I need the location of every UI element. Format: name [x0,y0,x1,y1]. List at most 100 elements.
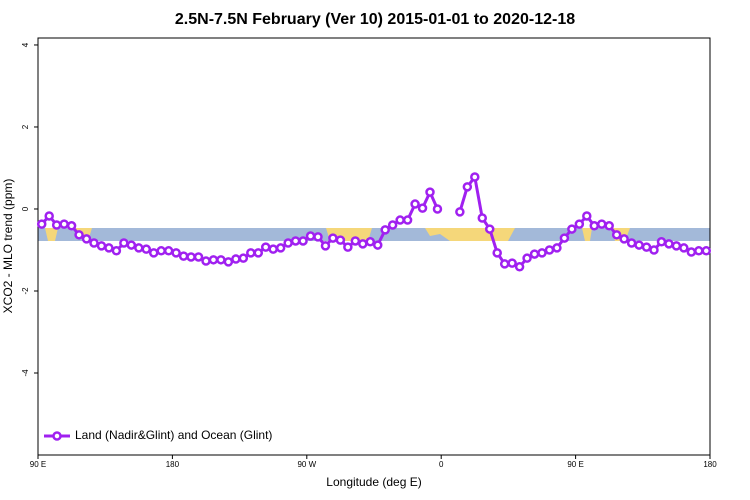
data-point [59,219,69,229]
data-point [126,240,137,250]
data-point [582,211,592,221]
data-point [253,248,264,258]
y-axis-label: XCO2 - MLO trend (ppm) [1,179,15,314]
data-point [611,230,622,240]
data-point [246,248,256,258]
data-point [664,239,674,249]
data-point [186,252,196,262]
land-patch [45,228,58,241]
x-tick-label: 0 [439,460,444,469]
data-point [656,237,667,247]
data-point [596,219,607,229]
data-point [89,238,99,248]
data-point [544,245,555,255]
data-point [574,219,585,229]
ocean-band [38,228,710,241]
data-point [81,234,92,244]
data-point [96,241,107,251]
data-point [641,242,652,252]
data-point [201,256,211,266]
data-point [305,231,316,241]
data-point [589,221,600,231]
chart-title: 2.5N-7.5N February (Ver 10) 2015-01-01 t… [175,11,575,28]
data-point [66,221,77,231]
y-tick-label: 4 [21,42,30,47]
data-point [462,182,473,192]
data-point [343,242,353,252]
data-point [358,239,368,249]
data-point [432,204,443,214]
data-point [402,215,413,225]
data-point [417,203,428,213]
data-point [492,248,502,258]
data-point [507,258,517,268]
data-point [537,248,547,258]
data-point [514,262,525,272]
data-point [208,255,219,265]
data-point [290,236,301,246]
data-point [223,257,234,267]
data-point [484,224,495,234]
data-point [313,232,323,242]
data-point [671,241,682,251]
data-point [51,220,62,230]
data-point [320,241,331,251]
data-point [604,221,614,231]
data-point [104,243,114,253]
x-tick-label: 90 E [567,460,583,469]
data-point [410,199,420,209]
data-point [455,207,465,217]
land-patch [582,228,592,241]
data-point [567,224,577,234]
data-point [335,235,346,245]
data-point [238,253,249,263]
y-tick-label: -2 [21,287,30,295]
data-point [328,233,338,243]
data-point [231,254,241,264]
data-point [298,236,308,246]
x-axis-label: Longitude (deg E) [326,475,421,489]
data-point [387,220,398,230]
data-point [372,240,383,250]
data-point [350,236,361,246]
data-point [529,249,540,259]
data-point [626,238,637,248]
data-point [119,238,129,248]
data-point [552,243,562,253]
data-point [44,211,54,221]
data-point [679,243,689,253]
data-point [178,251,189,261]
y-tick-label: 0 [21,206,30,211]
data-point [395,215,405,225]
data-point [156,246,166,256]
data-point [148,248,159,258]
data-point [559,233,570,243]
x-tick-label: 180 [703,460,717,469]
x-tick-label: 180 [166,460,180,469]
data-point [686,247,697,257]
data-point [634,240,644,250]
legend-marker [52,431,62,441]
data-point [283,238,293,248]
data-point [499,259,510,269]
data-point [260,242,271,252]
data-point [477,213,488,223]
data-point [111,246,122,256]
x-tick-label: 90 W [297,460,316,469]
data-point [649,245,659,255]
legend-label: Land (Nadir&Glint) and Ocean (Glint) [75,428,272,442]
data-point [470,172,480,182]
data-point [134,243,144,253]
data-point [216,255,226,265]
y-tick-label: 2 [21,124,30,129]
data-point [425,187,435,197]
data-point [694,246,704,256]
data-point [268,244,278,254]
data-point [701,246,712,256]
data-point [171,248,181,258]
data-point [380,225,390,235]
data-point [141,244,152,254]
y-tick-label: -4 [21,369,30,377]
data-point [74,230,84,240]
